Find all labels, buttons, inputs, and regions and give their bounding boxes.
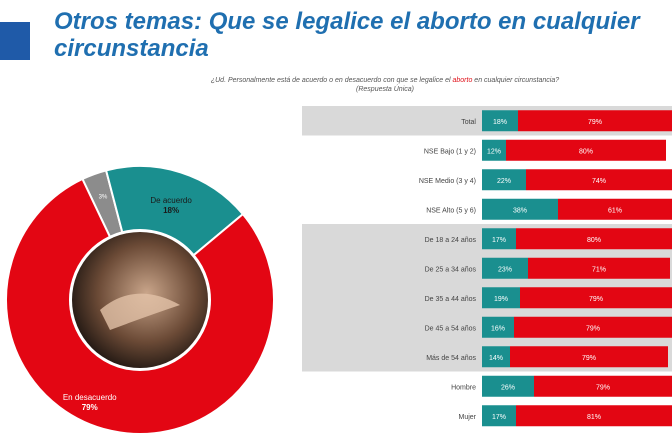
bar-label-de-acuerdo: 14% [489,355,503,362]
bar-de-acuerdo [482,169,526,191]
bar-label-en-desacuerdo: 61% [608,207,622,214]
bar-en-desacuerdo [534,375,672,397]
category-label: Total [461,119,476,126]
bar-label-de-acuerdo: 16% [491,325,505,332]
bar-de-acuerdo [482,228,516,250]
bar-label-en-desacuerdo: 74% [592,178,606,185]
category-label: De 25 a 34 años [425,266,477,273]
category-label: NSE Medio (3 y 4) [419,178,476,185]
bar-de-acuerdo [482,257,528,279]
survey-question: ¿Ud. Personalmente está de acuerdo o en … [150,76,620,94]
bar-label-en-desacuerdo: 79% [589,296,603,303]
category-label: De 35 a 44 años [425,296,477,303]
bar-de-acuerdo [482,287,520,309]
bar-label-en-desacuerdo: 80% [579,148,593,155]
bar-label-de-acuerdo: 23% [498,266,512,273]
bar-label-en-desacuerdo: 79% [582,355,596,362]
slice-value: 18% [163,206,179,215]
category-label: NSE Bajo (1 y 2) [424,148,476,155]
slice-value: 79% [82,403,98,412]
question-text-before: ¿Ud. Personalmente está de acuerdo o en … [210,77,453,84]
slice-label: En desacuerdo [63,393,117,402]
bar-en-desacuerdo [516,228,672,250]
bar-label-de-acuerdo: 17% [492,237,506,244]
stacked-bar-chart: Total 18% 79% NSE Bajo (1 y 2) 12% 80% NSE Med… [302,106,672,427]
bar-de-acuerdo [482,316,514,338]
bar-en-desacuerdo [558,198,672,220]
bar-label-de-acuerdo: 19% [494,296,508,303]
category-label: Hombre [451,384,476,391]
page-title: Otros temas: Que se legalice el aborto e… [54,8,640,62]
bar-label-en-desacuerdo: 79% [596,384,610,391]
category-label: De 45 a 54 años [425,325,477,332]
bar-en-desacuerdo [518,110,672,132]
bar-label-en-desacuerdo: 79% [588,119,602,126]
bar-label-de-acuerdo: 26% [501,384,515,391]
bar-de-acuerdo [482,139,506,161]
bar-de-acuerdo [482,198,558,220]
bar-label-en-desacuerdo: 79% [586,325,600,332]
bar-en-desacuerdo [516,405,672,427]
donut-slice [5,177,275,435]
hand-shape [100,293,180,330]
bar-en-desacuerdo [510,346,668,368]
bar-de-acuerdo [482,405,516,427]
question-note: (Respuesta Única) [356,86,414,93]
question-highlight: aborto [452,77,473,84]
bar-de-acuerdo [482,110,518,132]
slice-label: De acuerdo [150,196,192,205]
bar-en-desacuerdo [514,316,672,338]
bar-en-desacuerdo [526,169,672,191]
bar-label-en-desacuerdo: 80% [587,237,601,244]
bar-en-desacuerdo [520,287,672,309]
brand-logo [0,22,30,60]
bar-label-de-acuerdo: 38% [513,207,527,214]
bar-de-acuerdo [482,346,510,368]
bar-label-de-acuerdo: 22% [497,178,511,185]
slice-value: 3% [99,195,108,201]
category-label: De 18 a 24 años [425,237,477,244]
category-label: NSE Alto (5 y 6) [426,207,476,214]
bar-label-de-acuerdo: 12% [487,148,501,155]
bar-label-de-acuerdo: 18% [493,119,507,126]
bar-label-en-desacuerdo: 81% [587,414,601,421]
bar-label-en-desacuerdo: 71% [592,266,606,273]
bar-label-de-acuerdo: 17% [492,414,506,421]
bar-de-acuerdo [482,375,534,397]
bar-en-desacuerdo [528,257,670,279]
category-label: Más de 54 años [426,355,476,362]
question-text-after: en cualquier circunstancia? [472,77,560,84]
bar-en-desacuerdo [506,139,666,161]
category-label: Mujer [458,414,476,421]
